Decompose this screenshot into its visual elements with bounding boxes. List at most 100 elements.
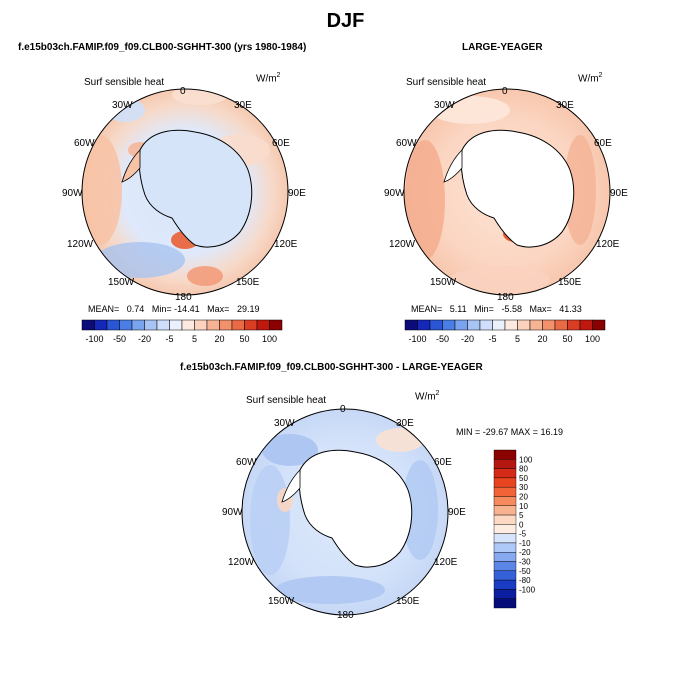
panel2-variable: Surf sensible heat — [406, 77, 487, 88]
panel1-colorbar-swatch — [194, 319, 208, 331]
panel2-lon-180: 180 — [497, 292, 514, 303]
panel3-colorbar-tick-label: 50 — [519, 474, 528, 483]
panel3-colorbar-swatch — [493, 598, 517, 609]
panel1-colorbar-swatch — [144, 319, 158, 331]
panel2-colorbar-tick-label: 50 — [562, 334, 572, 344]
panel3-colorbar-swatch — [493, 589, 517, 599]
panel2-colorbar-swatch — [592, 319, 606, 331]
panel3-colorbar-swatch — [493, 542, 517, 553]
panel2-colorbar-swatch — [492, 319, 506, 331]
panel2-polar-map — [403, 88, 611, 296]
panel3-colorbar-tick-label: -30 — [519, 558, 531, 567]
panel3-colorbar-tick-label: 0 — [519, 520, 524, 529]
panel1-lon-180: 180 — [175, 292, 192, 303]
panel3-colorbar-swatch — [493, 505, 517, 516]
panel2-colorbar-swatch — [517, 319, 531, 331]
panel3-colorbar-swatch — [493, 477, 517, 488]
panel3-colorbar-tick-label: 100 — [519, 455, 533, 464]
panel3-lon-90w: 90W — [222, 507, 243, 518]
panel2-colorbar-swatch — [504, 319, 518, 331]
panel1-colorbar-tick-label: 100 — [262, 334, 277, 344]
panel2-lon-120w: 120W — [389, 239, 416, 250]
panel3-colorbar-swatch — [493, 486, 517, 497]
panel2-colorbar-swatch — [542, 319, 556, 331]
panel2-lon-120e: 120E — [596, 239, 620, 250]
panel3-lon-120e: 120E — [434, 557, 458, 568]
panel1-colorbar-swatch — [119, 319, 133, 331]
panel2-stats: MEAN= 5.11 Min= -5.58 Max= 41.33 — [411, 304, 582, 314]
panel2-colorbar-swatch — [567, 319, 581, 331]
panel2-colorbar-swatch — [429, 319, 443, 331]
panel1-lon-0: 0 — [180, 86, 186, 97]
panel1-variable: Surf sensible heat — [84, 77, 165, 88]
panel1-antarctica — [138, 129, 253, 248]
panel1-lon-120e: 120E — [274, 239, 298, 250]
panel2-colorbar-tick-label: -20 — [461, 334, 474, 344]
panel1-colorbar-swatch — [256, 319, 270, 331]
panel3-colorbar-swatch — [493, 468, 517, 479]
panel3-colorbar-tick-label: 5 — [519, 511, 524, 520]
panel1-colorbar-swatch — [244, 319, 258, 331]
panel1-stats: MEAN= 0.74 Min= -14.41 Max= 29.19 — [88, 304, 260, 314]
panel2-colorbar: -100 -50 -20 -5 5 20 50 100 — [404, 319, 606, 344]
panel2-lon-150e: 150E — [558, 277, 582, 288]
panel3-lon-180: 180 — [337, 610, 354, 621]
panel2-colorbar-tick-label: -5 — [488, 334, 496, 344]
panel2-colorbar-swatch — [404, 319, 418, 331]
panel3-colorbar-swatch — [493, 459, 517, 469]
panel2-colorbar-tick-label: -100 — [408, 334, 426, 344]
panel1-lon-150e: 150E — [236, 277, 260, 288]
panel3-colorbar-tick-label: -80 — [519, 576, 531, 585]
panel3-colorbar-swatch — [493, 449, 517, 460]
panel3-colorbar-swatch — [493, 570, 517, 581]
panel2-antarctica — [460, 129, 575, 248]
panel1-colorbar-tick-label: -5 — [165, 334, 173, 344]
panel3-colorbar-tick-label: 30 — [519, 483, 528, 492]
panel1-colorbar-tick-label: -20 — [138, 334, 151, 344]
panel3-colorbar-swatch — [493, 561, 517, 572]
panel3-colorbar-tick-label: -20 — [519, 548, 531, 557]
panel1-colorbar-swatch — [81, 319, 95, 331]
panel1-colorbar-swatch — [269, 319, 283, 331]
panel1-colorbar-swatch — [156, 319, 170, 331]
panel3-lon-90e: 90E — [448, 507, 466, 518]
panel1-lon-60w: 60W — [74, 138, 95, 149]
panel2-colorbar-swatch — [454, 319, 468, 331]
panel1-units: W/m2 — [256, 72, 281, 85]
panel1-lon-90w: 90W — [62, 188, 83, 199]
panel3-heading: f.e15b03ch.FAMIP.f09_f09.CLB00-SGHHT-300… — [180, 362, 483, 373]
panel3-lon-150w: 150W — [268, 596, 295, 607]
panel3-variable: Surf sensible heat — [246, 395, 327, 406]
panel1-colorbar-tick-label: 20 — [214, 334, 224, 344]
panel1-colorbar-tick-label: -100 — [85, 334, 103, 344]
panel1-colorbar-swatch — [131, 319, 145, 331]
panel1-lon-30e: 30E — [234, 100, 252, 111]
panel3-colorbar-swatch — [493, 514, 517, 525]
panel3-colorbar-swatch — [493, 552, 517, 562]
panel3-colorbar-swatch — [493, 533, 517, 544]
panel1-lon-150w: 150W — [108, 277, 135, 288]
panel2-colorbar-swatch — [417, 319, 431, 331]
panel1-lon-90e: 90E — [288, 188, 306, 199]
panel2-colorbar-swatch — [467, 319, 481, 331]
panel2-lon-0: 0 — [502, 86, 508, 97]
panel2-lon-60w: 60W — [396, 138, 417, 149]
panel3-antarctica — [298, 449, 413, 568]
panel3-colorbar-swatch — [493, 579, 517, 590]
panel1-colorbar-swatch — [231, 319, 245, 331]
panel2-colorbar-tick-label: 5 — [515, 334, 520, 344]
panel2-lon-30w: 30W — [434, 100, 455, 111]
panel1-lon-120w: 120W — [67, 239, 94, 250]
figure-title: DJF — [326, 10, 365, 32]
panel3-colorbar-swatch — [493, 496, 517, 506]
panel3-lon-30e: 30E — [396, 418, 414, 429]
panel3-lon-150e: 150E — [396, 596, 420, 607]
panel3-lon-120w: 120W — [228, 557, 255, 568]
panel3-minmax: MIN = -29.67 MAX = 16.19 — [456, 427, 564, 437]
panel3-colorbar-tick-label: -50 — [519, 567, 531, 576]
panel2-colorbar-swatch — [529, 319, 543, 331]
panel1-colorbar-swatch — [106, 319, 120, 331]
panel1-colorbar: -100 -50 -20 -5 5 20 50 100 — [81, 319, 283, 344]
